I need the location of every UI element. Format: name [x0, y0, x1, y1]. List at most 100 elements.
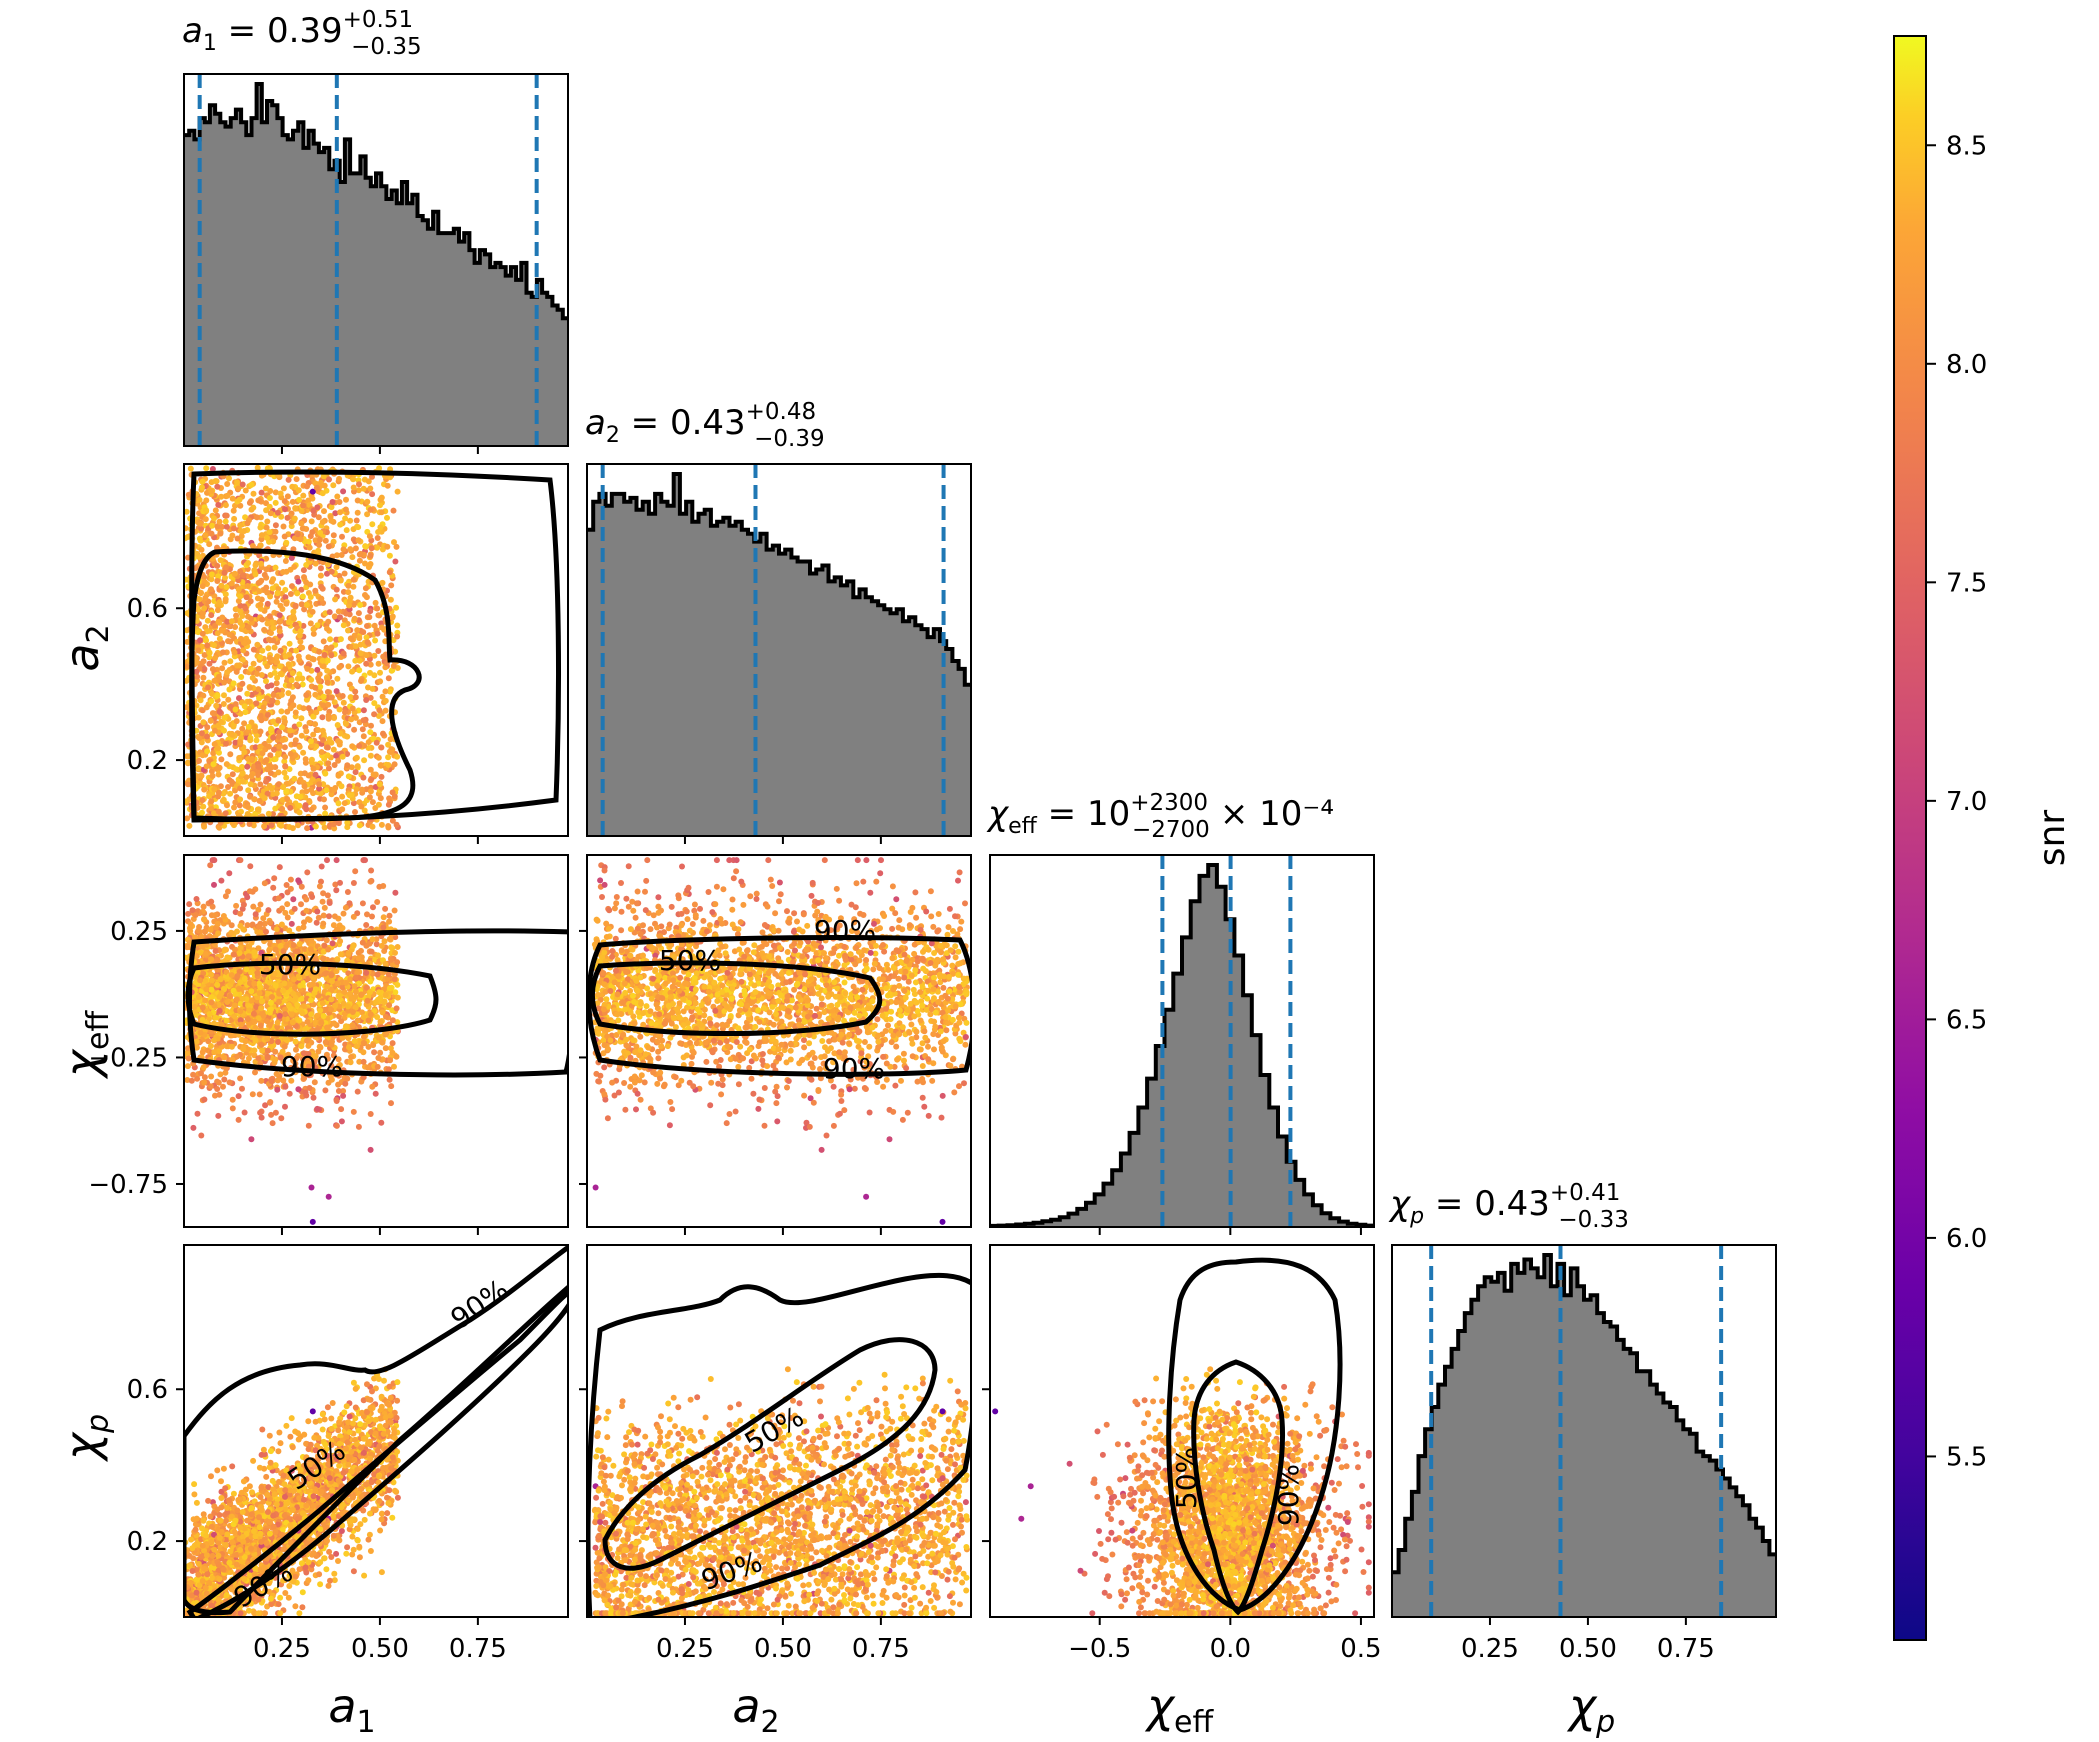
- scatter-point: [374, 630, 381, 637]
- scatter-point: [308, 518, 315, 525]
- scatter-point: [301, 919, 307, 926]
- scatter-point: [221, 727, 227, 734]
- scatter-point: [275, 781, 282, 788]
- scatter-point: [249, 921, 256, 928]
- scatter-point: [280, 784, 287, 791]
- scatter-point: [353, 517, 360, 524]
- scatter-point: [392, 558, 399, 565]
- scatter-point: [258, 1077, 265, 1084]
- scatter-point: [308, 786, 315, 793]
- scatter-point: [296, 721, 303, 728]
- scatter-point: [263, 678, 269, 685]
- scatter-point: [268, 822, 275, 829]
- scatter-point: [375, 754, 382, 761]
- scatter-point: [237, 522, 244, 529]
- scatter-point: [231, 515, 238, 522]
- scatter-point: [349, 1009, 356, 1015]
- scatter-point: [389, 614, 396, 621]
- scatter-point: [265, 645, 272, 652]
- scatter-point: [272, 982, 279, 989]
- scatter-point: [259, 998, 266, 1004]
- scatter-point: [362, 560, 368, 567]
- scatter-point: [200, 1064, 207, 1071]
- scatter-point: [328, 791, 335, 798]
- scatter-point: [249, 1091, 256, 1098]
- scatter-point: [305, 1042, 312, 1049]
- scatter-point: [199, 643, 206, 650]
- scatter-point: [372, 599, 379, 606]
- scatter-point: [287, 727, 294, 734]
- scatter-point: [272, 564, 279, 571]
- scatter-point: [387, 1045, 394, 1052]
- scatter-point: [345, 589, 352, 596]
- scatter-point: [277, 670, 284, 677]
- scatter-point: [374, 971, 381, 978]
- scatter-point: [240, 926, 247, 933]
- scatter-point: [358, 803, 365, 810]
- scatter-point: [273, 1071, 280, 1077]
- scatter-point: [299, 525, 306, 532]
- scatter-point: [374, 1063, 381, 1070]
- scatter-point: [232, 799, 239, 806]
- scatter-point: [200, 692, 207, 699]
- scatter-point: [253, 1003, 260, 1010]
- scatter-point: [269, 1120, 276, 1127]
- scatter-point: [211, 857, 218, 864]
- scatter-point: [216, 635, 223, 642]
- scatter-point: [244, 690, 251, 697]
- scatter-point: [328, 986, 335, 993]
- scatter-point: [285, 476, 292, 483]
- scatter-point: [290, 896, 297, 903]
- scatter-point: [244, 922, 251, 929]
- scatter-point: [266, 782, 273, 789]
- scatter-point: [333, 968, 340, 975]
- scatter-point: [207, 717, 214, 724]
- scatter-point: [284, 796, 291, 802]
- scatter-point: [350, 913, 357, 920]
- scatter-point: [372, 1090, 379, 1097]
- scatter-point: [318, 863, 325, 870]
- scatter-point: [222, 574, 228, 581]
- scatter-point: [233, 1053, 240, 1060]
- scatter-point: [230, 680, 237, 687]
- scatter-point: [214, 1086, 221, 1092]
- scatter-point: [308, 1184, 315, 1191]
- scatter-point: [261, 920, 268, 927]
- scatter-point: [386, 795, 393, 802]
- scatter-point: [350, 880, 357, 886]
- scatter-point: [234, 973, 241, 979]
- scatter-point: [359, 786, 365, 793]
- scatter-point: [338, 1018, 345, 1025]
- scatter-point: [256, 695, 263, 702]
- scatter-point: [342, 1080, 349, 1087]
- scatter-point: [258, 577, 265, 584]
- scatter-point: [303, 696, 310, 703]
- scatter-point: [285, 1002, 292, 1009]
- scatter-point: [239, 680, 246, 687]
- scatter-point: [324, 679, 331, 686]
- scatter-point: [203, 497, 210, 504]
- scatter-point: [338, 1106, 345, 1113]
- scatter-point: [316, 542, 323, 548]
- scatter-point: [270, 718, 277, 725]
- scatter-point: [225, 888, 231, 895]
- scatter-point: [319, 657, 326, 664]
- scatter-point: [201, 916, 208, 923]
- scatter-point: [302, 802, 309, 809]
- scatter-point: [340, 546, 347, 553]
- scatter-point: [218, 877, 225, 884]
- scatter-point: [319, 1000, 326, 1007]
- scatter-point: [319, 714, 326, 721]
- scatter-point: [278, 708, 285, 715]
- scatter-point: [216, 1048, 222, 1054]
- scatter-point: [189, 907, 196, 914]
- scatter-point: [245, 953, 252, 960]
- scatter-point: [319, 490, 326, 497]
- scatter-point: [367, 552, 374, 559]
- scatter-point: [357, 602, 364, 608]
- scatter-point: [378, 509, 385, 516]
- scatter-point: [216, 708, 223, 715]
- scatter-point: [367, 752, 374, 759]
- scatter-point: [382, 688, 389, 695]
- scatter-point: [220, 1083, 226, 1090]
